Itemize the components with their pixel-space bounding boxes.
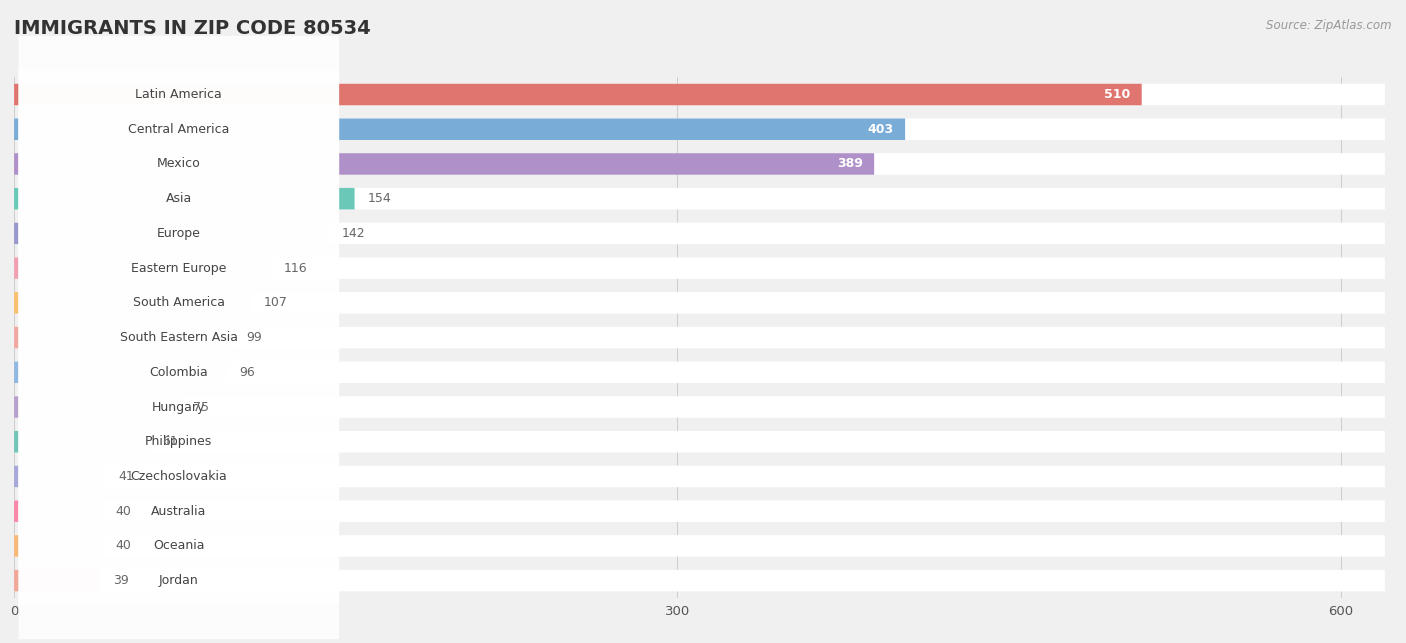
FancyBboxPatch shape: [14, 396, 180, 418]
Text: Asia: Asia: [166, 192, 191, 205]
Text: Mexico: Mexico: [157, 158, 201, 170]
Text: 39: 39: [114, 574, 129, 587]
Text: Hungary: Hungary: [152, 401, 205, 413]
Text: 142: 142: [342, 227, 366, 240]
Text: Jordan: Jordan: [159, 574, 198, 587]
FancyBboxPatch shape: [18, 210, 339, 327]
Text: Central America: Central America: [128, 123, 229, 136]
Text: 389: 389: [837, 158, 863, 170]
Text: 116: 116: [284, 262, 308, 275]
Text: Philippines: Philippines: [145, 435, 212, 448]
Text: Latin America: Latin America: [135, 88, 222, 101]
FancyBboxPatch shape: [18, 71, 339, 188]
FancyBboxPatch shape: [14, 570, 1385, 592]
Text: 41: 41: [118, 470, 134, 483]
FancyBboxPatch shape: [18, 36, 339, 153]
FancyBboxPatch shape: [14, 118, 905, 140]
FancyBboxPatch shape: [14, 84, 1385, 105]
FancyBboxPatch shape: [14, 361, 1385, 383]
FancyBboxPatch shape: [14, 500, 1385, 522]
FancyBboxPatch shape: [14, 327, 233, 349]
FancyBboxPatch shape: [18, 349, 339, 466]
FancyBboxPatch shape: [18, 279, 339, 396]
FancyBboxPatch shape: [14, 188, 1385, 210]
Text: Colombia: Colombia: [149, 366, 208, 379]
Text: 403: 403: [868, 123, 894, 136]
Text: 510: 510: [1104, 88, 1130, 101]
FancyBboxPatch shape: [18, 522, 339, 639]
FancyBboxPatch shape: [14, 396, 1385, 418]
FancyBboxPatch shape: [18, 453, 339, 570]
Text: Czechoslovakia: Czechoslovakia: [131, 470, 228, 483]
FancyBboxPatch shape: [14, 292, 250, 314]
FancyBboxPatch shape: [18, 383, 339, 500]
FancyBboxPatch shape: [14, 327, 1385, 349]
Text: 154: 154: [368, 192, 392, 205]
FancyBboxPatch shape: [14, 153, 875, 175]
FancyBboxPatch shape: [14, 535, 103, 557]
Text: 40: 40: [115, 505, 132, 518]
FancyBboxPatch shape: [18, 105, 339, 222]
Text: 61: 61: [162, 435, 179, 448]
FancyBboxPatch shape: [14, 431, 149, 453]
FancyBboxPatch shape: [18, 244, 339, 361]
Text: Source: ZipAtlas.com: Source: ZipAtlas.com: [1267, 19, 1392, 32]
FancyBboxPatch shape: [14, 257, 1385, 279]
FancyBboxPatch shape: [14, 570, 100, 592]
FancyBboxPatch shape: [14, 84, 1142, 105]
FancyBboxPatch shape: [14, 118, 1385, 140]
Text: Eastern Europe: Eastern Europe: [131, 262, 226, 275]
Text: South Eastern Asia: South Eastern Asia: [120, 331, 238, 344]
FancyBboxPatch shape: [14, 188, 354, 210]
Text: 40: 40: [115, 539, 132, 552]
FancyBboxPatch shape: [14, 500, 103, 522]
FancyBboxPatch shape: [14, 535, 1385, 557]
FancyBboxPatch shape: [18, 487, 339, 604]
Text: 99: 99: [246, 331, 262, 344]
FancyBboxPatch shape: [14, 153, 1385, 175]
FancyBboxPatch shape: [18, 175, 339, 292]
Text: IMMIGRANTS IN ZIP CODE 80534: IMMIGRANTS IN ZIP CODE 80534: [14, 19, 371, 39]
FancyBboxPatch shape: [14, 466, 1385, 487]
FancyBboxPatch shape: [18, 140, 339, 257]
FancyBboxPatch shape: [14, 257, 270, 279]
FancyBboxPatch shape: [14, 222, 1385, 244]
Text: South America: South America: [132, 296, 225, 309]
Text: 107: 107: [264, 296, 288, 309]
FancyBboxPatch shape: [14, 361, 226, 383]
Text: Australia: Australia: [150, 505, 207, 518]
FancyBboxPatch shape: [18, 418, 339, 535]
Text: 75: 75: [193, 401, 209, 413]
Text: 96: 96: [239, 366, 256, 379]
FancyBboxPatch shape: [18, 314, 339, 431]
Text: Europe: Europe: [157, 227, 201, 240]
FancyBboxPatch shape: [14, 466, 104, 487]
Text: Oceania: Oceania: [153, 539, 204, 552]
FancyBboxPatch shape: [14, 431, 1385, 453]
FancyBboxPatch shape: [14, 222, 328, 244]
FancyBboxPatch shape: [14, 292, 1385, 314]
